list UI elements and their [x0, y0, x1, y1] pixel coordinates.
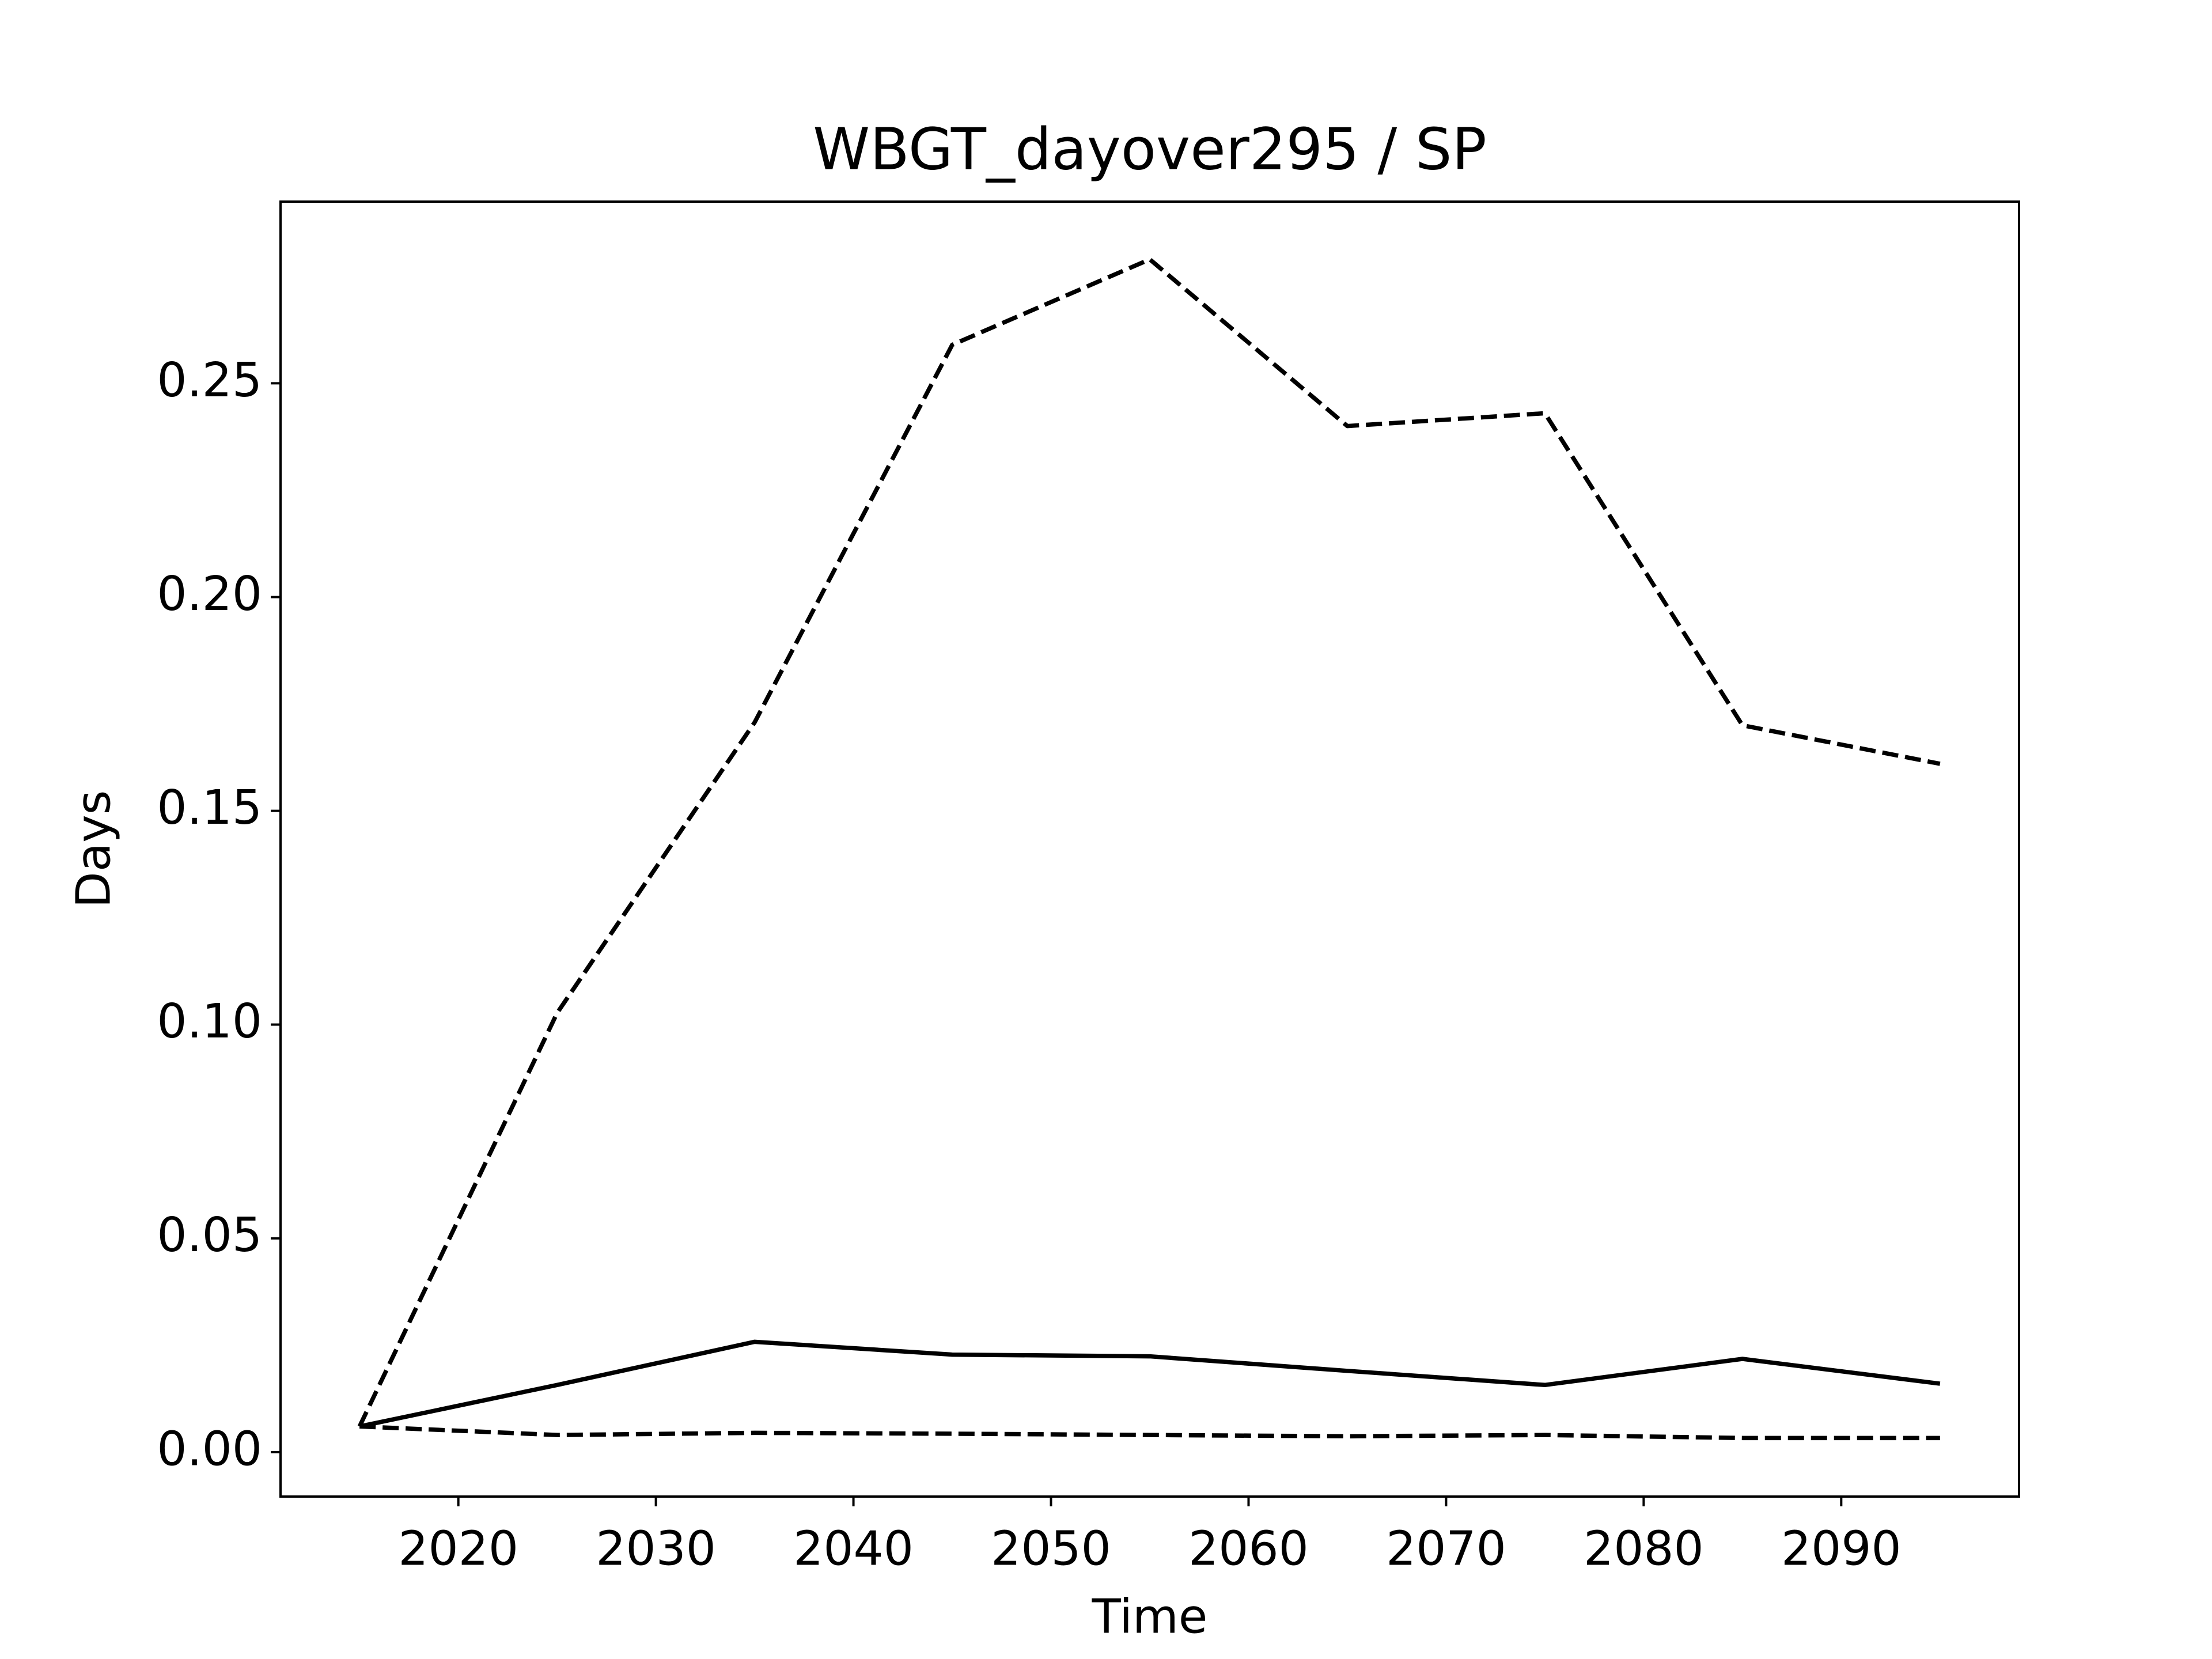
- y-axis-label: Days: [66, 790, 121, 908]
- x-tick-label: 2060: [1188, 1521, 1309, 1576]
- x-tick-label: 2030: [596, 1521, 716, 1576]
- y-tick-label: 0.00: [157, 1422, 262, 1476]
- y-tick-label: 0.05: [157, 1208, 262, 1263]
- x-axis-label: Time: [1092, 1589, 1208, 1644]
- plot-frame: [279, 200, 2020, 1498]
- x-tick-label: 2080: [1584, 1521, 1704, 1576]
- x-tick-label: 2040: [793, 1521, 914, 1576]
- x-tick-label: 2050: [991, 1521, 1111, 1576]
- y-tick-label: 0.20: [157, 567, 262, 622]
- line-series: [359, 1424, 1940, 1441]
- y-tick-label: 0.15: [157, 781, 262, 835]
- y-tick-label: 0.25: [157, 353, 262, 408]
- y-tick-label: 0.10: [157, 994, 262, 1049]
- x-tick-label: 2070: [1386, 1521, 1506, 1576]
- chart-title: WBGT_dayover295 / SP: [813, 115, 1487, 183]
- line-series: [357, 257, 1941, 1427]
- x-tick-label: 2090: [1781, 1521, 1902, 1576]
- x-tick-label: 2020: [398, 1521, 518, 1576]
- line-series: [359, 1339, 1941, 1429]
